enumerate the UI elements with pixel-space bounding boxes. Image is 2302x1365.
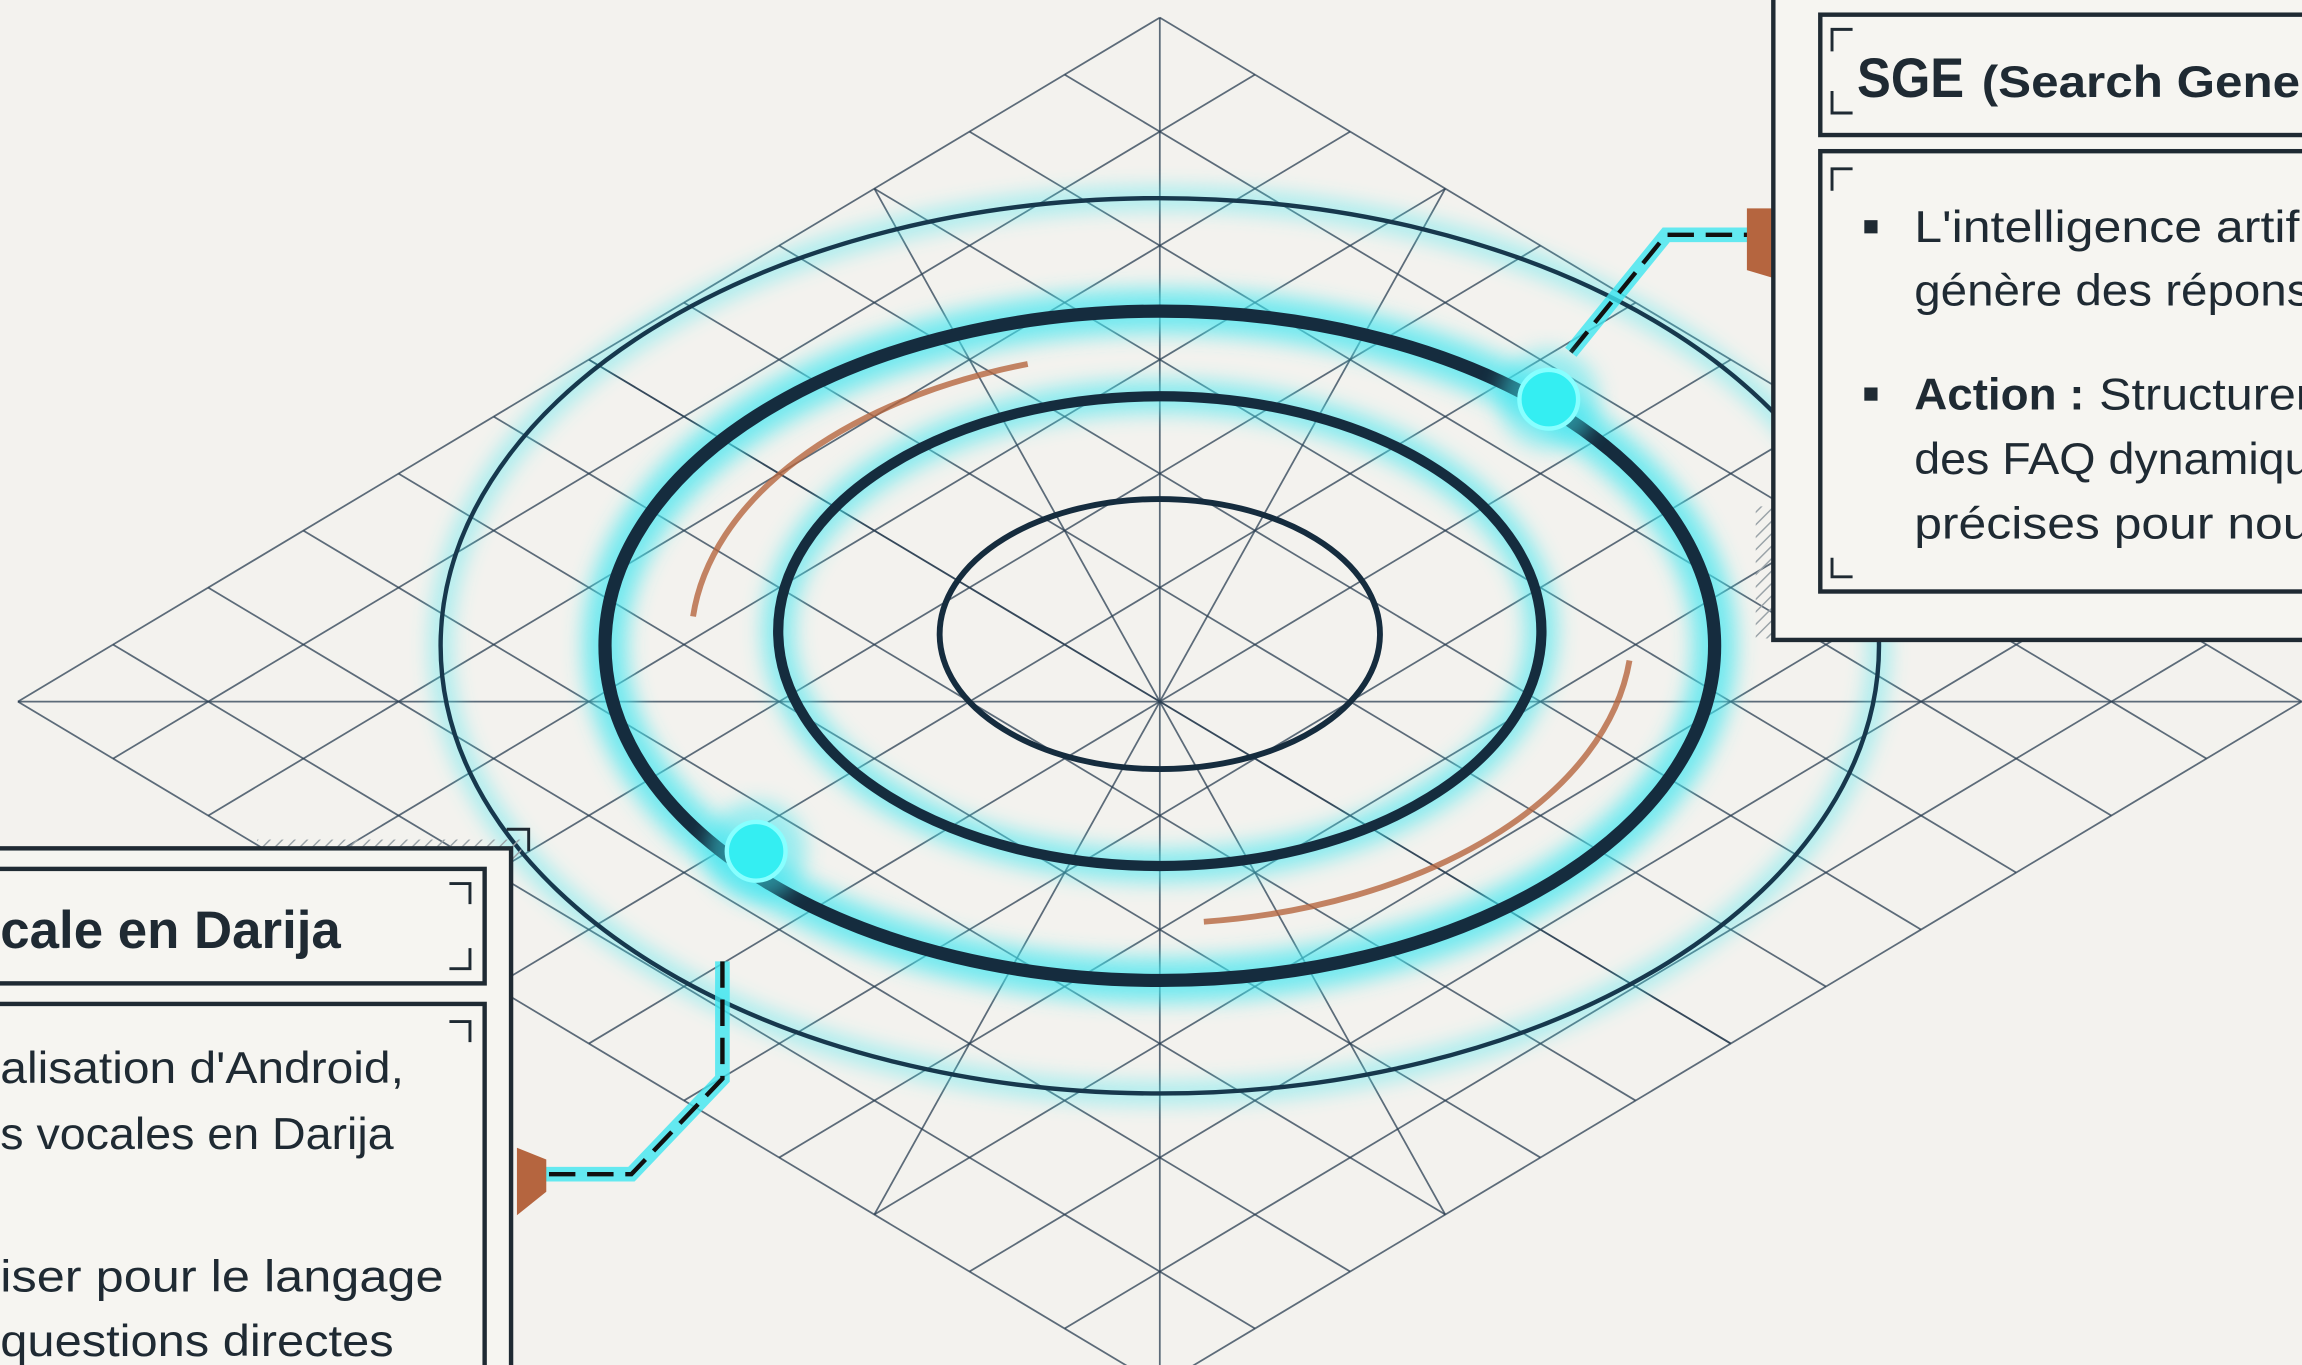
grid-line (873, 188, 1447, 1215)
bullet-label: Action : (1914, 370, 2084, 419)
bullet-text: s vocales en Darija (0, 1110, 394, 1159)
bullet-text: génère des répons (1914, 266, 2302, 315)
right-panel: SGE (Search Gener L'intelligence artifi … (1755, 0, 2302, 643)
panel-title: SGE (1857, 47, 1964, 109)
panel-title: cale en Darija (0, 901, 341, 960)
left-panel: cale en Darija alisation d'Android, s vo… (0, 827, 531, 1365)
bullet-text: des FAQ dynamiqu (1914, 435, 2302, 484)
connectors (516, 208, 1777, 1216)
bullet-text: L'intelligence artifi (1914, 203, 2302, 252)
nodes (706, 349, 1599, 902)
bullet-text: Structurer (2099, 370, 2302, 419)
bullet-text: iser pour le langage (0, 1253, 443, 1302)
grid-line (17, 700, 1128, 1365)
rings (430, 187, 1890, 1104)
bullet-text: précises pour nou (1914, 500, 2302, 549)
panel-title: (Search Gener (1982, 58, 2302, 107)
bullet-text: questions directes (0, 1317, 393, 1365)
grid-line (1192, 700, 2302, 1365)
bullet-text: alisation d'Android, (0, 1044, 404, 1093)
